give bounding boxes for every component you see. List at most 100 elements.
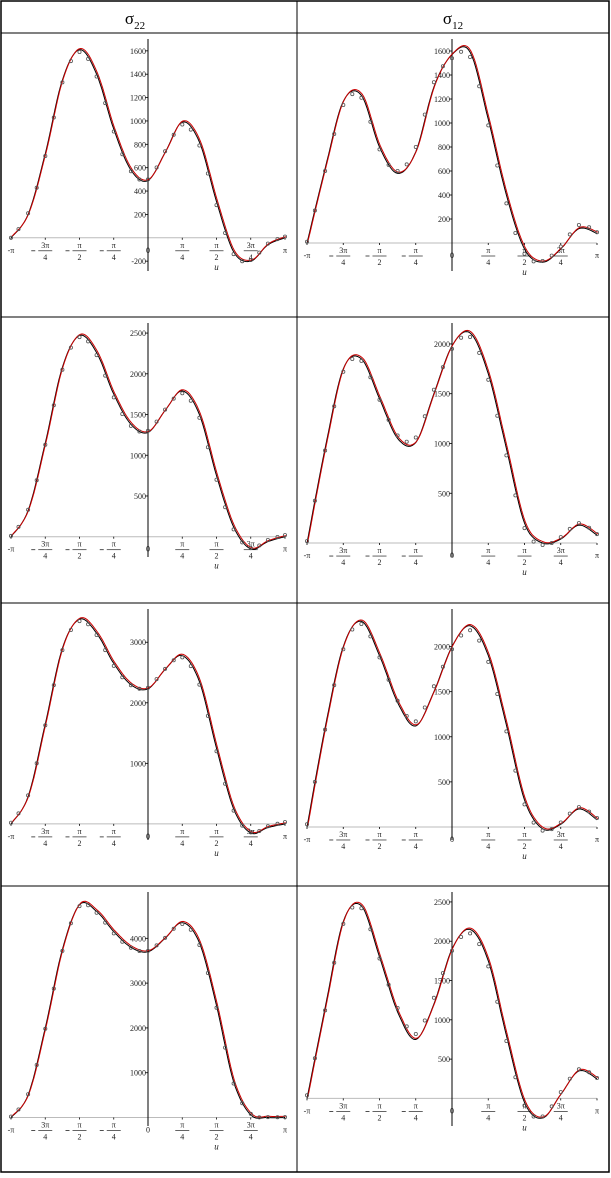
data-point (240, 540, 245, 545)
data-point (549, 1104, 554, 1109)
series-fit-line (307, 329, 599, 544)
data-point (332, 683, 337, 688)
data-point (282, 533, 287, 538)
data-point (60, 948, 65, 953)
x-tick-label: π (522, 830, 526, 839)
y-tick-label: 800 (438, 143, 450, 152)
data-point (231, 527, 236, 532)
data-point (368, 375, 373, 380)
y-tick-label: 500 (438, 778, 450, 787)
y-tick-label: 4000 (130, 934, 146, 943)
y-tick-label: 2000 (130, 1024, 146, 1033)
data-point (188, 127, 193, 132)
data-point (422, 112, 427, 117)
data-point (145, 948, 150, 953)
y-tick-label: 1200 (130, 94, 146, 103)
series-fit-line (11, 333, 286, 549)
y-tick-label: 1500 (130, 411, 146, 420)
data-point (137, 949, 142, 954)
x-tick-label: 4 (249, 1133, 253, 1142)
data-point (34, 478, 39, 483)
data-point (323, 168, 328, 173)
data-point (137, 686, 142, 691)
x-axis-label: u (214, 848, 219, 858)
data-point (504, 453, 509, 458)
data-point (26, 211, 31, 216)
x-tick-label: π (595, 551, 599, 560)
data-point (567, 232, 572, 237)
data-point (111, 931, 116, 936)
data-point (51, 115, 56, 120)
x-tick-label: 2 (523, 258, 527, 267)
x-axis-label: u (214, 561, 219, 571)
x-tick-label: 3π (41, 540, 49, 549)
x-tick-label: 4 (559, 1113, 563, 1122)
x-tick-label: 4 (43, 552, 47, 561)
data-point (449, 346, 454, 351)
data-point (275, 237, 280, 242)
data-point (111, 663, 116, 668)
data-point (120, 152, 125, 157)
data-point (386, 982, 391, 987)
data-point (567, 526, 572, 531)
data-point (404, 439, 409, 444)
y-tick-label: 2500 (434, 898, 450, 907)
data-point (231, 252, 236, 257)
data-point (43, 723, 48, 728)
y-tick-label: 1000 (130, 759, 146, 768)
chart-panel-r2-s22: 500 1000 1500 2000 2500 -π 3π 4 π 2 π 4 0 π 4 π 2 3π 4 π u (8, 323, 287, 571)
x-axis-label: u (214, 262, 219, 272)
data-point (103, 101, 108, 106)
x-tick-label: 2 (378, 1113, 382, 1122)
y-tick-label: 1000 (434, 119, 450, 128)
data-point (163, 666, 168, 671)
data-point (240, 823, 245, 828)
data-point (449, 948, 454, 953)
x-tick-label: 3π (41, 1121, 49, 1130)
data-point (468, 931, 473, 936)
data-point (350, 92, 355, 97)
data-point (16, 227, 21, 232)
y-tick-label: 500 (134, 492, 146, 501)
data-point (431, 684, 436, 689)
data-point (413, 435, 418, 440)
y-tick-label: 2000 (434, 937, 450, 946)
data-point (257, 543, 262, 548)
data-point (504, 201, 509, 206)
data-point (368, 634, 373, 639)
data-point (51, 403, 56, 408)
data-point (265, 538, 270, 543)
x-tick-label: π (180, 540, 184, 549)
x-tick-label: π (283, 246, 287, 255)
data-point (197, 143, 202, 148)
data-point (275, 535, 280, 540)
x-tick-label: 0 (450, 835, 454, 844)
x-tick-label: π (595, 835, 599, 844)
data-point (128, 683, 133, 688)
x-tick-label: 4 (112, 253, 116, 262)
data-point (522, 526, 527, 531)
x-tick-label: 0 (450, 1106, 454, 1115)
x-tick-label: π (377, 546, 381, 555)
data-point (377, 655, 382, 660)
x-tick-label: π (112, 540, 116, 549)
data-point (248, 1111, 253, 1116)
data-point (531, 539, 536, 544)
data-point (522, 251, 527, 256)
x-tick-label: -π (8, 246, 15, 255)
data-point (282, 234, 287, 239)
data-point (304, 539, 309, 544)
chart-panel-r2-s12: 500 1000 1500 2000 -π 3π 4 π 2 π 4 0 π 4 π 2 3π 4 π u (304, 323, 599, 577)
x-tick-label: 2 (378, 258, 382, 267)
data-point (558, 1090, 563, 1095)
x-tick-label: 4 (112, 839, 116, 848)
data-point (576, 805, 581, 810)
data-point (404, 714, 409, 719)
data-point (540, 828, 545, 833)
data-point (223, 230, 228, 235)
data-point (180, 655, 185, 660)
y-tick-label: 1000 (434, 439, 450, 448)
data-point (359, 622, 364, 627)
